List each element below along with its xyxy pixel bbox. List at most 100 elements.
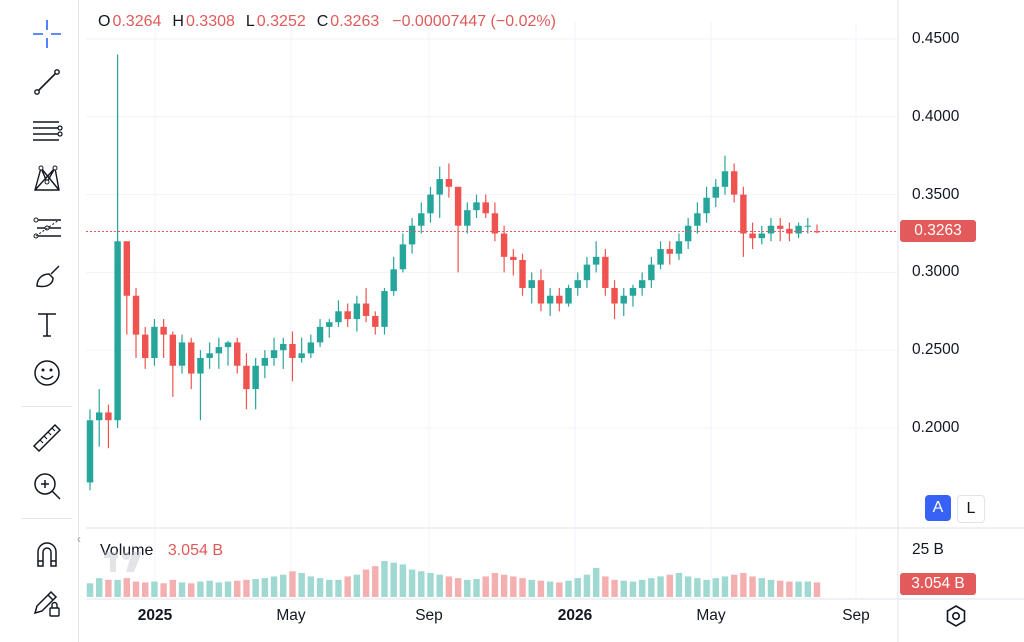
trend-line-tool[interactable] [23, 62, 71, 102]
volume-last-tag: 3.054 B [900, 573, 976, 595]
candle-body [500, 233, 508, 257]
volume-bar [813, 582, 821, 597]
candle-body [583, 264, 591, 281]
lock-drawings-tool[interactable] [23, 583, 71, 623]
toolbar-collapse-handle[interactable]: ‹ [77, 532, 81, 546]
last-price-tag: 0.3263 [900, 220, 976, 242]
volume-bar [160, 583, 167, 597]
volume-bar [381, 560, 388, 597]
volume-bar [510, 576, 517, 597]
time-axis-label: May [696, 607, 726, 624]
change-value: −0.00007447 (−0.02%) [392, 13, 556, 30]
volume-bar [206, 580, 213, 597]
volume-bar [546, 581, 554, 597]
volume-bar [611, 579, 618, 597]
low-value: 0.3252 [256, 13, 306, 30]
horizontal-lines-tool[interactable] [23, 110, 71, 150]
measure-tool[interactable] [23, 418, 71, 458]
time-axis-label: 2026 [557, 607, 593, 624]
candle-body [381, 291, 388, 327]
candle-body [188, 342, 195, 374]
candle-body [132, 295, 140, 335]
candle-body [141, 334, 149, 358]
volume-bar [169, 579, 177, 597]
pattern-tool[interactable] [23, 158, 71, 198]
volume-bar [436, 574, 443, 597]
ruler-icon [32, 423, 62, 453]
candle-body [721, 171, 729, 187]
candle-body [326, 322, 333, 327]
volume-bar [234, 580, 241, 597]
volume-bar [105, 579, 112, 597]
volume-bar [482, 576, 489, 597]
volume-bar [197, 581, 204, 597]
zoom-tool[interactable] [23, 466, 71, 506]
volume-bar [629, 581, 637, 597]
volume-bar [224, 581, 232, 597]
volume-value: 3.054 B [167, 542, 223, 559]
volume-bar [804, 581, 812, 597]
volume-bar [95, 578, 103, 597]
candle-body [243, 365, 250, 390]
candle-body [740, 194, 747, 234]
tradingview-logo-icon [104, 552, 142, 572]
volume-bar [464, 579, 471, 597]
candle-body [758, 233, 766, 239]
crosshair-icon [33, 20, 61, 48]
volume-bar [500, 574, 508, 597]
volume-bar [454, 578, 462, 597]
emoji-tool[interactable] [23, 353, 71, 393]
trend-line-icon [34, 69, 60, 95]
candle-body [546, 295, 554, 304]
time-axis-label: Sep [842, 607, 870, 624]
magnet-tool[interactable] [23, 534, 71, 574]
volume-bar [749, 576, 756, 597]
close-key: C [316, 13, 329, 30]
xabcd-pattern-icon [34, 165, 60, 191]
fib-tool[interactable] [23, 208, 71, 248]
volume-scale-label: 25 B [912, 541, 944, 558]
candle-body [795, 225, 802, 234]
candle-body [123, 241, 131, 296]
pencil-lock-icon [33, 590, 60, 617]
brush-tool[interactable] [23, 256, 71, 296]
auto-scale-button[interactable]: A [925, 495, 951, 521]
toolbar-divider [22, 406, 72, 407]
high-key: H [172, 13, 184, 30]
candle-body [730, 171, 738, 195]
volume-bar [675, 572, 683, 597]
volume-bar [399, 564, 407, 597]
volume-bar [740, 572, 747, 597]
candle-body [703, 197, 710, 214]
volume-bar [123, 578, 131, 597]
candle-body [234, 342, 241, 366]
volume-bar [556, 582, 563, 597]
volume-bar [353, 574, 361, 597]
volume-bar [657, 576, 664, 597]
volume-bar [307, 576, 315, 597]
fib-retracement-icon [33, 217, 61, 239]
crosshair-tool[interactable] [23, 14, 71, 54]
volume-bar [270, 576, 278, 597]
candle-body [454, 186, 462, 226]
magnet-icon [37, 542, 57, 567]
candle-body [813, 231, 821, 233]
candle-body [694, 213, 701, 226]
candle-body [749, 233, 756, 239]
smiley-icon [34, 360, 60, 386]
candle-body [574, 280, 581, 288]
settings-gear-icon[interactable] [944, 604, 968, 628]
candle-body [399, 244, 407, 270]
volume-bar [362, 569, 370, 597]
candle-body [592, 256, 600, 265]
log-scale-button[interactable]: L [957, 495, 985, 523]
volume-bar [583, 574, 591, 597]
volume-bar [519, 578, 526, 597]
volume-bar [445, 576, 453, 597]
text-tool[interactable] [23, 304, 71, 344]
price-axis-label: 0.2000 [912, 419, 960, 436]
open-value: 0.3264 [112, 13, 162, 30]
candle-body [620, 295, 627, 304]
